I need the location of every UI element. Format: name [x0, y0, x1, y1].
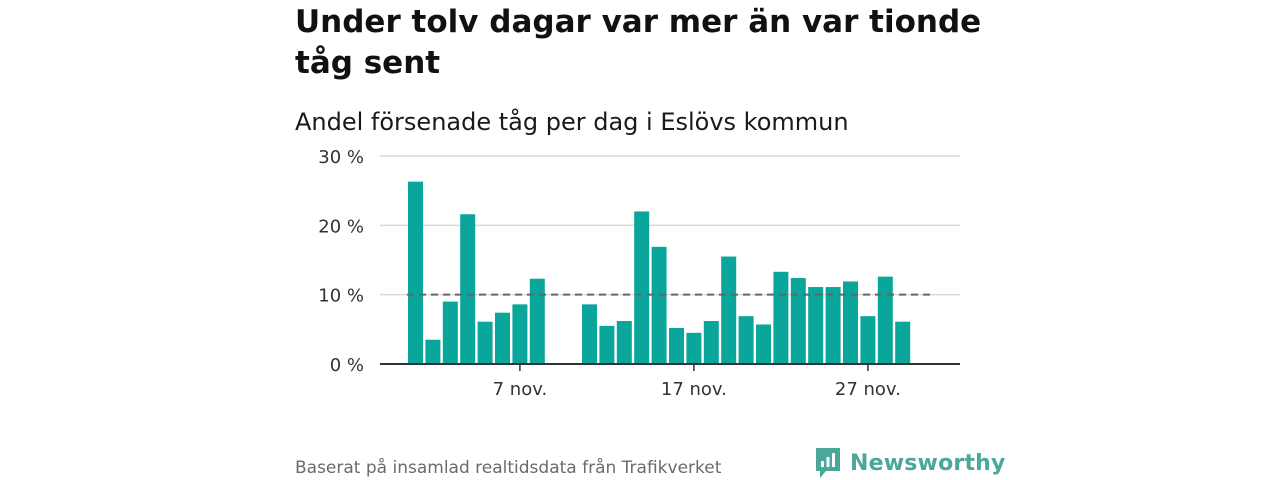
y-axis-labels: 0 % 10 % 20 % 30 % — [318, 147, 364, 376]
bar — [425, 339, 441, 364]
x-axis-labels: 7 nov. 17 nov. 27 nov. — [493, 379, 901, 400]
x-tick-label: 7 nov. — [493, 379, 548, 400]
y-tick-label: 0 % — [330, 355, 364, 376]
bar — [477, 321, 493, 364]
newsworthy-logo: Newsworthy — [814, 446, 1006, 480]
bar — [895, 321, 911, 364]
bar — [877, 276, 893, 364]
bar — [512, 304, 528, 364]
bar — [721, 256, 737, 364]
x-tick-label: 17 nov. — [661, 379, 727, 400]
bar — [616, 321, 632, 364]
bar — [408, 181, 423, 364]
bar — [651, 246, 667, 364]
x-axis — [380, 363, 960, 371]
bar — [843, 281, 858, 364]
y-tick-label: 20 % — [318, 216, 364, 237]
chart-subtitle: Andel försenade tåg per dag i Eslövs kom… — [295, 108, 849, 136]
bars — [408, 181, 911, 364]
chart-title: Under tolv dagar var mer än var tionde t… — [295, 4, 982, 81]
bar — [669, 327, 684, 364]
x-tick-label: 27 nov. — [835, 379, 901, 400]
bar — [703, 321, 719, 364]
bar — [790, 278, 806, 364]
bar — [634, 211, 650, 364]
newsworthy-icon — [816, 448, 840, 478]
bar — [599, 325, 615, 364]
y-tick-label: 10 % — [318, 286, 364, 307]
bar — [460, 214, 476, 364]
y-tick-label: 30 % — [318, 147, 364, 168]
bar — [756, 324, 771, 364]
bar — [582, 304, 597, 364]
bar — [442, 301, 458, 364]
bar — [773, 271, 789, 364]
bar — [860, 316, 876, 364]
brand-name: Newsworthy — [850, 450, 1006, 476]
bar — [529, 278, 545, 364]
bar — [738, 316, 754, 364]
bar — [825, 287, 841, 364]
source-note: Baserat på insamlad realtidsdata från Tr… — [295, 458, 722, 478]
bar-chart: 0 % 10 % 20 % 30 % 7 nov. 17 nov. 27 nov. — [318, 147, 960, 400]
bar — [808, 287, 824, 364]
bar — [686, 332, 702, 364]
bar — [495, 312, 510, 364]
